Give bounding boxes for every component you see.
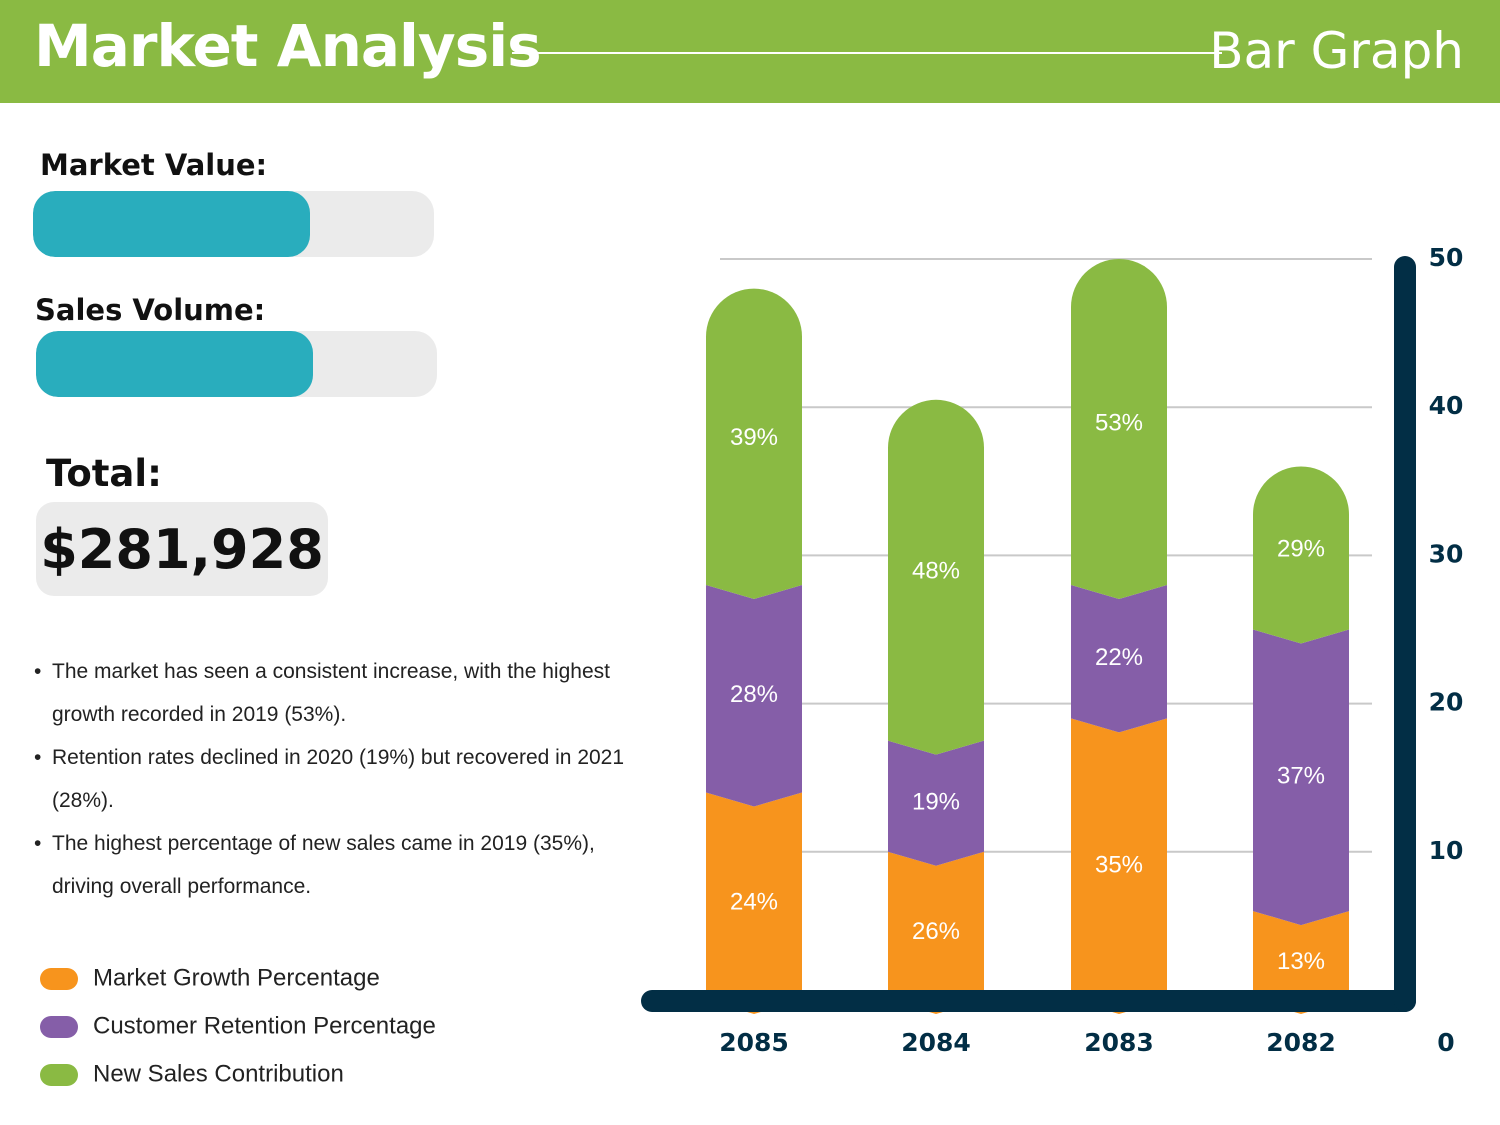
segment-label: 37%: [1277, 763, 1325, 790]
bar-segment: [1071, 585, 1167, 733]
divider: [512, 52, 1222, 54]
x-tick-label: 2085: [719, 1028, 789, 1057]
total-box: $281,928: [36, 502, 328, 596]
progress-track: [36, 331, 437, 397]
segment-label: 53%: [1095, 409, 1143, 436]
bar-segment: [888, 851, 984, 1014]
progress-fill: [33, 191, 310, 257]
header: Market Analysis Bar Graph: [0, 0, 1500, 103]
y-tick-label: 0: [1437, 1028, 1454, 1057]
segment-label: 48%: [912, 558, 960, 585]
metric-label: Market Value:: [40, 148, 268, 182]
bar-segment: [1253, 629, 1349, 926]
x-tick-label: 2084: [901, 1028, 971, 1057]
legend-swatch: [40, 1064, 78, 1086]
metric-label: Sales Volume:: [35, 293, 266, 327]
legend-swatch: [40, 968, 78, 990]
legend-label: New Sales Contribution: [93, 1060, 344, 1087]
bar-segment: [706, 585, 802, 807]
x-tick-label: 2082: [1266, 1028, 1336, 1057]
bar-segment: [1071, 718, 1167, 1014]
segment-label: 35%: [1095, 852, 1143, 879]
bar-segment: [1253, 466, 1349, 644]
legend-swatch: [40, 1016, 78, 1038]
bar-segment: [706, 288, 802, 600]
title: Market Analysis: [34, 12, 542, 80]
legend-label: Market Growth Percentage: [93, 964, 380, 991]
bar-segment: [1253, 911, 1349, 1014]
segment-label: 39%: [730, 424, 778, 451]
total-value: $281,928: [40, 517, 324, 581]
bar-segment: [888, 399, 984, 755]
note: The highest percentage of new sales came…: [34, 822, 652, 908]
segment-label: 13%: [1277, 948, 1325, 975]
bar-segment: [1071, 259, 1167, 600]
segment-label: 29%: [1277, 535, 1325, 562]
y-tick-label: 10: [1429, 836, 1464, 865]
segment-label: 22%: [1095, 644, 1143, 671]
progress-fill: [36, 331, 313, 397]
note: The market has seen a consistent increas…: [34, 650, 652, 736]
segment-label: 24%: [730, 889, 778, 916]
x-tick-label: 2083: [1084, 1028, 1154, 1057]
bar-segment: [706, 792, 802, 1014]
total-label: Total:: [46, 452, 162, 495]
notes: The market has seen a consistent increas…: [30, 650, 652, 908]
y-tick-label: 20: [1429, 688, 1464, 717]
segment-label: 28%: [730, 681, 778, 708]
progress-track: [33, 191, 434, 257]
legend-label: Customer Retention Percentage: [93, 1012, 436, 1039]
note: Retention rates declined in 2020 (19%) b…: [34, 736, 652, 822]
subtitle: Bar Graph: [1209, 22, 1464, 80]
y-tick-label: 30: [1429, 539, 1464, 568]
y-tick-label: 40: [1429, 391, 1464, 420]
segment-label: 19%: [912, 789, 960, 816]
segment-label: 26%: [912, 918, 960, 945]
bar-segment: [888, 740, 984, 866]
y-tick-label: 50: [1429, 243, 1464, 272]
